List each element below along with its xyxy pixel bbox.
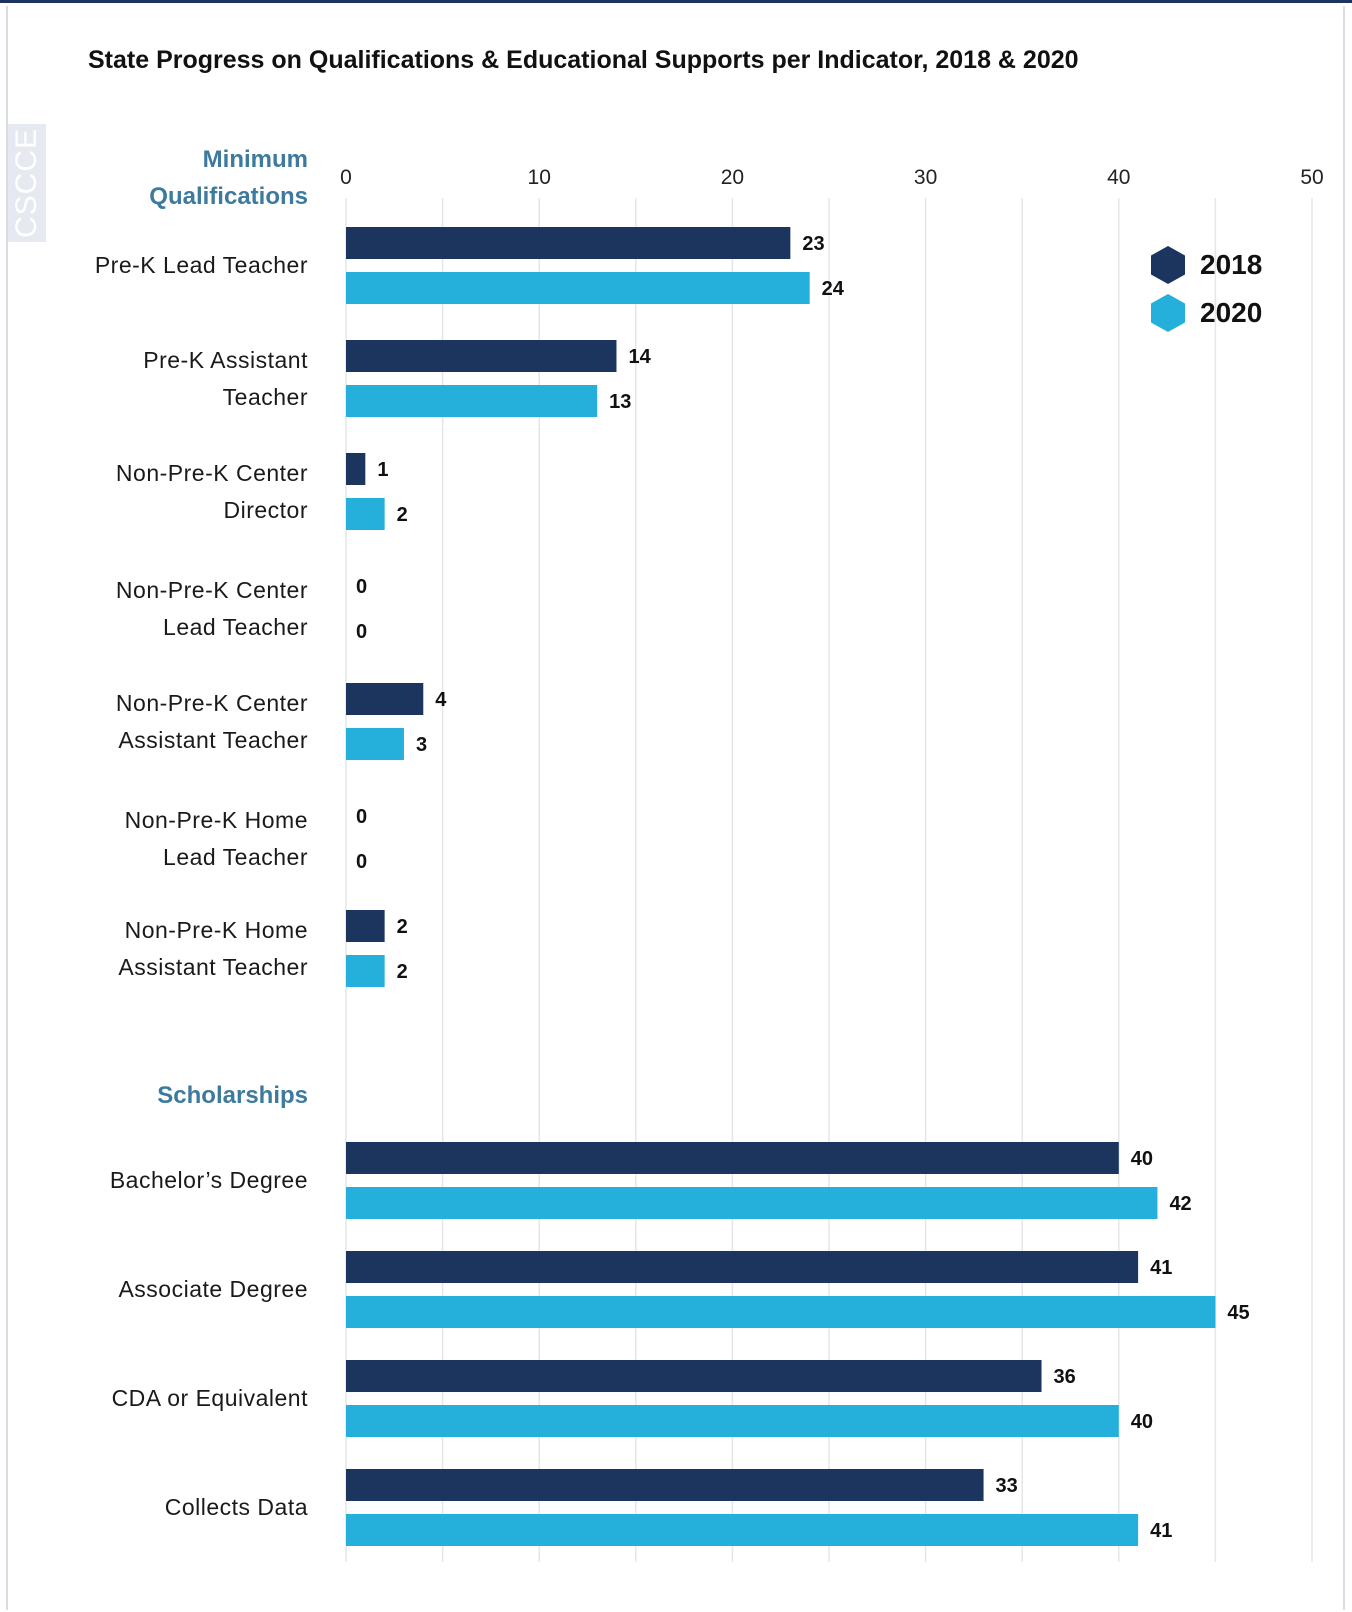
bar-2020 xyxy=(346,728,404,760)
data-label: 40 xyxy=(1131,1148,1153,1170)
bar-2018 xyxy=(346,683,424,715)
data-label: 33 xyxy=(996,1475,1018,1497)
x-tick-label: 0 xyxy=(340,166,352,189)
bar-2020 xyxy=(346,1187,1158,1219)
bar-2018 xyxy=(346,1142,1119,1174)
data-label: 0 xyxy=(356,806,367,828)
data-label: 1 xyxy=(377,459,388,481)
bar-2018 xyxy=(346,340,617,372)
x-tick-label: 30 xyxy=(914,166,937,189)
data-label: 40 xyxy=(1131,1411,1153,1433)
category-label: Non-Pre-K Center Assistant Teacher xyxy=(115,689,308,753)
category-label: Pre-K Assistant Teacher xyxy=(143,346,308,410)
section-heading: Minimum Qualifications xyxy=(149,146,308,210)
data-label: 4 xyxy=(435,689,447,711)
bar-2018 xyxy=(346,227,791,259)
bar-2018 xyxy=(346,1469,984,1501)
hexagon-icon xyxy=(1151,246,1185,284)
category-label: Non-Pre-K Home Assistant Teacher xyxy=(118,916,308,980)
bar-2018 xyxy=(346,1251,1139,1283)
data-label: 23 xyxy=(802,233,824,255)
category-label: Collects Data xyxy=(164,1494,308,1520)
category-label: CDA or Equivalent xyxy=(111,1385,308,1411)
bar-2020 xyxy=(346,1296,1216,1328)
bar-2020 xyxy=(346,498,385,530)
data-label: 45 xyxy=(1227,1302,1249,1324)
category-label: Non-Pre-K Center Director xyxy=(115,459,308,523)
category-label: Bachelor’s Degree xyxy=(109,1167,308,1193)
category-label: Associate Degree xyxy=(118,1276,308,1302)
bar-2018 xyxy=(346,910,385,942)
top-rule xyxy=(0,0,1352,3)
legend-label: 2018 xyxy=(1200,249,1263,280)
bar-2020 xyxy=(346,1514,1139,1546)
x-tick-label: 40 xyxy=(1107,166,1130,189)
chart-title: State Progress on Qualifications & Educa… xyxy=(88,46,1079,74)
data-label: 41 xyxy=(1150,1520,1172,1542)
data-label: 2 xyxy=(397,504,408,526)
x-tick-label: 50 xyxy=(1300,166,1323,189)
bar-2018 xyxy=(346,1360,1042,1392)
data-label: 36 xyxy=(1054,1366,1076,1388)
bar-2020 xyxy=(346,385,598,417)
bar-2020 xyxy=(346,955,385,987)
bar-2018 xyxy=(346,453,366,485)
category-label: Pre-K Lead Teacher xyxy=(94,252,308,278)
data-label: 42 xyxy=(1169,1193,1191,1215)
data-label: 0 xyxy=(356,576,367,598)
card-frame xyxy=(6,6,1345,1610)
x-tick-label: 10 xyxy=(528,166,551,189)
x-tick-label: 20 xyxy=(721,166,744,189)
data-label: 2 xyxy=(397,916,408,938)
bar-2020 xyxy=(346,272,810,304)
data-label: 3 xyxy=(416,734,427,756)
section-heading: Scholarships xyxy=(157,1082,308,1109)
data-label: 0 xyxy=(356,851,367,873)
data-label: 13 xyxy=(609,391,631,413)
brand-watermark: CSCCE xyxy=(8,124,46,242)
data-label: 2 xyxy=(397,961,408,983)
legend-label: 2020 xyxy=(1200,297,1263,328)
category-label: Non-Pre-K Center Lead Teacher xyxy=(115,576,308,640)
bar-2020 xyxy=(346,1405,1119,1437)
data-label: 14 xyxy=(628,346,651,368)
data-label: 0 xyxy=(356,621,367,643)
data-label: 41 xyxy=(1150,1257,1172,1279)
hexagon-icon xyxy=(1151,294,1185,332)
data-label: 24 xyxy=(822,278,845,300)
category-label: Non-Pre-K Home Lead Teacher xyxy=(124,806,308,870)
